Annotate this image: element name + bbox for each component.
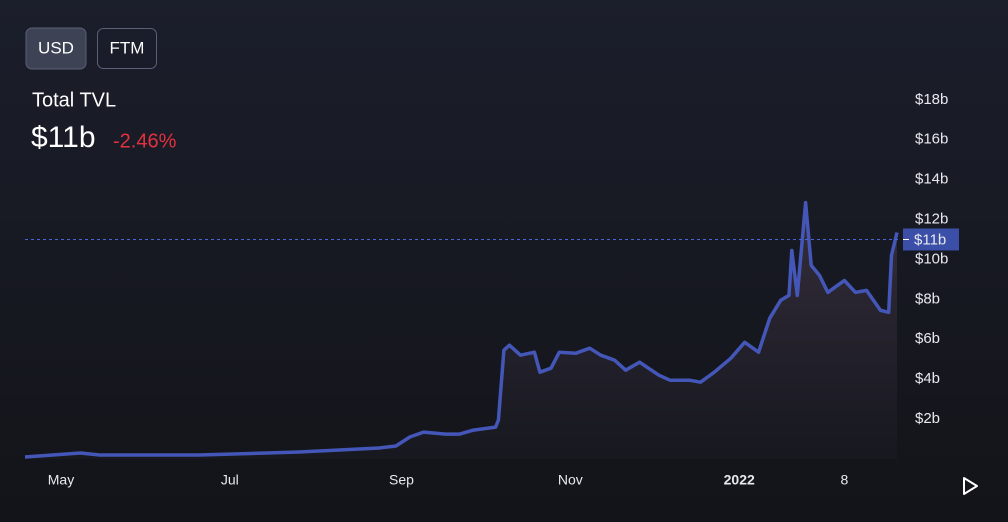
y-tick-label: $18b [915,91,948,108]
play-button[interactable] [963,477,978,495]
x-tick-label: May [48,472,74,488]
y-tick-label: $2b [915,410,940,427]
current-value: $11b [31,121,96,154]
current-value-box [903,228,959,251]
area [25,202,897,459]
y-tick-label: $10b [915,250,948,267]
usd-button[interactable] [25,27,87,70]
y-tick-label: $12b [915,210,948,227]
y-tick-label: $4b [915,370,940,387]
x-tick-label: Nov [558,472,583,488]
y-tick-label: $16b [915,131,948,148]
x-tick-label: 2022 [724,472,755,488]
y-tick-label: $8b [915,290,940,307]
change-percent: -2.46% [113,130,177,152]
y-tick-label: $6b [915,330,940,347]
ftm-button[interactable] [97,28,157,69]
x-tick-label: Jul [221,472,239,488]
usd-label[interactable]: USD [38,38,74,57]
x-tick-label: 8 [841,472,849,488]
chart-title: Total TVL [32,89,116,111]
plot: $2b $4b $6b $8b $10b $12b $14b $16b $18b May Jul Se… [24,91,959,488]
x-tick-label: Sep [389,472,414,488]
current-value-label: $11b [914,231,946,248]
y-tick-label: $14b [915,171,948,188]
ftm-label[interactable]: FTM [110,38,145,57]
line [24,200,899,459]
